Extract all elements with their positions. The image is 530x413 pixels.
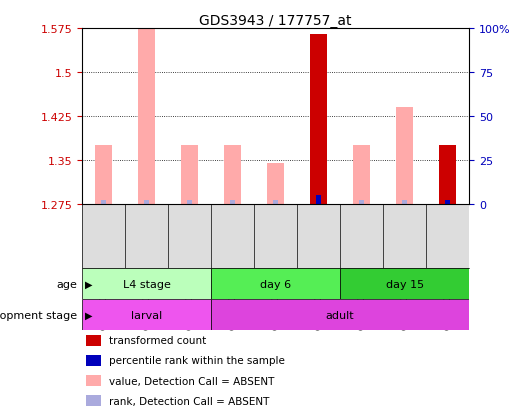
Bar xyxy=(273,201,278,204)
Text: transformed count: transformed count xyxy=(109,335,207,345)
Bar xyxy=(359,201,364,204)
Text: adult: adult xyxy=(326,310,355,320)
Text: value, Detection Call = ABSENT: value, Detection Call = ABSENT xyxy=(109,376,275,386)
Title: GDS3943 / 177757_at: GDS3943 / 177757_at xyxy=(199,14,352,28)
Text: L4 stage: L4 stage xyxy=(123,279,171,289)
Text: age: age xyxy=(56,279,77,289)
Text: development stage: development stage xyxy=(0,310,77,320)
Bar xyxy=(224,146,241,204)
Text: ▶: ▶ xyxy=(85,310,92,320)
Bar xyxy=(396,108,413,204)
Bar xyxy=(86,395,102,406)
Bar xyxy=(86,355,102,366)
Bar xyxy=(86,335,102,346)
Bar xyxy=(82,299,211,330)
Bar xyxy=(211,299,469,330)
Text: larval: larval xyxy=(131,310,162,320)
Bar xyxy=(267,164,284,204)
Bar xyxy=(95,146,112,204)
Bar xyxy=(316,196,321,204)
Bar xyxy=(187,201,192,204)
Bar xyxy=(211,268,340,299)
Bar xyxy=(353,146,370,204)
Text: day 6: day 6 xyxy=(260,279,291,289)
Bar xyxy=(138,29,155,204)
Bar xyxy=(144,201,149,204)
Bar xyxy=(445,201,450,204)
Bar xyxy=(82,268,211,299)
Bar xyxy=(101,201,106,204)
Text: day 15: day 15 xyxy=(385,279,423,289)
Text: percentile rank within the sample: percentile rank within the sample xyxy=(109,356,285,366)
Bar xyxy=(439,146,456,204)
Bar xyxy=(402,201,407,204)
Bar xyxy=(181,146,198,204)
Text: rank, Detection Call = ABSENT: rank, Detection Call = ABSENT xyxy=(109,396,270,406)
Bar xyxy=(310,35,327,204)
Bar xyxy=(340,268,469,299)
Bar xyxy=(86,375,102,386)
Bar xyxy=(230,201,235,204)
Text: ▶: ▶ xyxy=(85,279,92,289)
